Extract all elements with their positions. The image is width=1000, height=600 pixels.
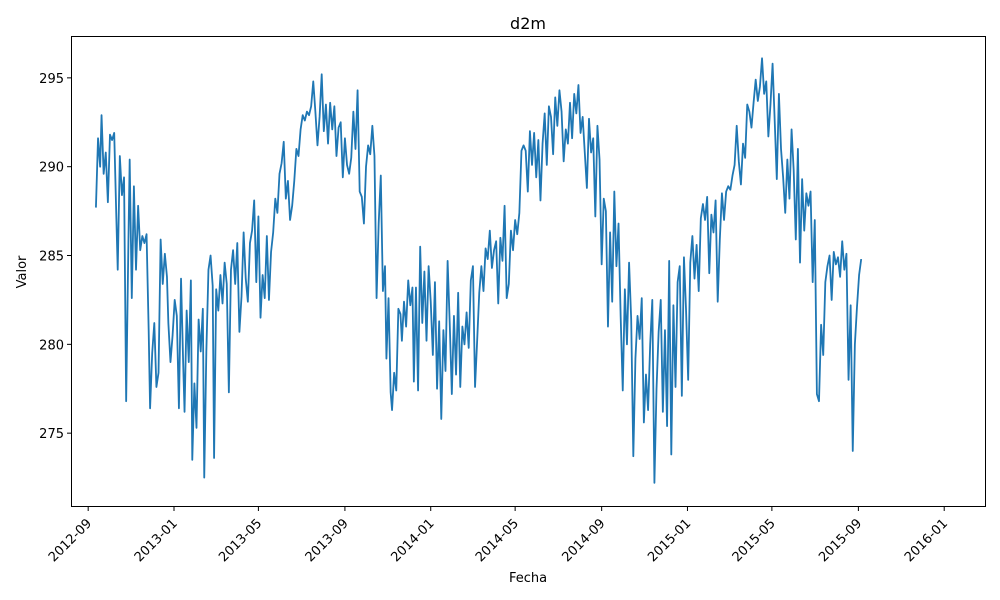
y-tick-label: 285 — [39, 250, 64, 265]
axes-frame — [71, 36, 986, 507]
series-layer — [95, 57, 863, 484]
series-line-0 — [95, 57, 863, 484]
y-axis: 275 280 285 290 295 — [39, 72, 72, 442]
chart-title: d2m — [510, 14, 546, 33]
y-tick-label: 295 — [39, 72, 64, 87]
x-axis-label: Fecha — [509, 571, 547, 586]
y-axis-label: Valor — [15, 255, 30, 288]
y-tick-label: 290 — [39, 161, 64, 176]
y-tick-label: 275 — [39, 427, 64, 442]
y-tick-label: 280 — [39, 338, 64, 353]
